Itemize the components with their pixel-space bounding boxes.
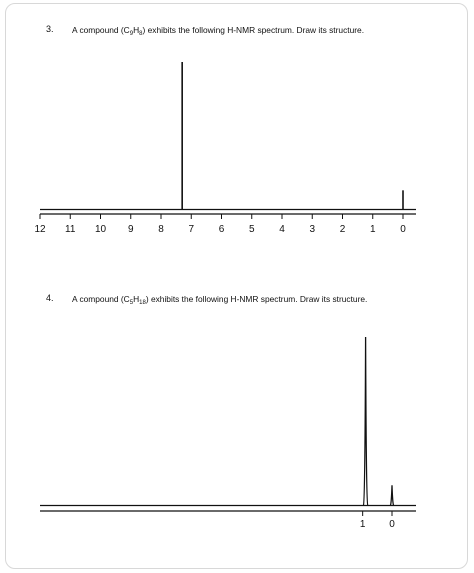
question-3-sub-c: 9 xyxy=(129,31,134,37)
question-4-text-pre: A compound (C xyxy=(72,294,130,304)
spectrum-1-tick-label-7: 7 xyxy=(188,224,194,235)
spectrum-2-peak-1 xyxy=(362,336,369,506)
spectrum-1-tick-label-3: 3 xyxy=(309,224,315,235)
question-3-number: 3. xyxy=(46,24,54,34)
spectrum-1-tick-label-2: 2 xyxy=(340,224,346,235)
question-4-text: A compound (C5H18) exhibits the followin… xyxy=(72,294,368,306)
spectrum-1-tick-label-6: 6 xyxy=(219,224,225,235)
spectrum-1-tick-label-12: 12 xyxy=(34,224,46,235)
question-3-text: A compound (C9H8) exhibits the following… xyxy=(72,25,365,37)
spectrum-1-tick-label-11: 11 xyxy=(65,224,76,235)
spectrum-2-tick-label-1: 1 xyxy=(360,519,366,530)
question-4-text-mid: H xyxy=(133,294,140,304)
spectrum-1-tick-label-9: 9 xyxy=(128,224,134,235)
spectrum-1-tick-label-5: 5 xyxy=(249,224,255,235)
spectrum-1-tick-label-1: 1 xyxy=(370,224,376,235)
question-3-text-mid: H xyxy=(133,25,140,35)
question-3-sub-h: 8 xyxy=(139,31,143,37)
spectrum-2-tick-label-0: 0 xyxy=(389,519,395,530)
page-frame xyxy=(5,3,468,569)
question-4-sub-c: 5 xyxy=(129,300,134,306)
spectrum-1-tick-label-4: 4 xyxy=(279,224,285,235)
spectrum-1-tick-label-8: 8 xyxy=(158,224,164,235)
spectrum-2-peak-2 xyxy=(389,485,395,506)
question-3-text-post: ) exhibits the following H-NMR spectrum.… xyxy=(142,25,365,35)
question-4-sub-h: 18 xyxy=(139,300,146,306)
question-3-text-pre: A compound (C xyxy=(72,25,130,35)
question-4-text-post: ) exhibits the following H-NMR spectrum.… xyxy=(145,294,368,304)
spectrum-1-tick-label-10: 10 xyxy=(95,224,107,235)
question-4-number: 4. xyxy=(46,293,54,303)
spectrum-1-tick-label-0: 0 xyxy=(400,224,406,235)
